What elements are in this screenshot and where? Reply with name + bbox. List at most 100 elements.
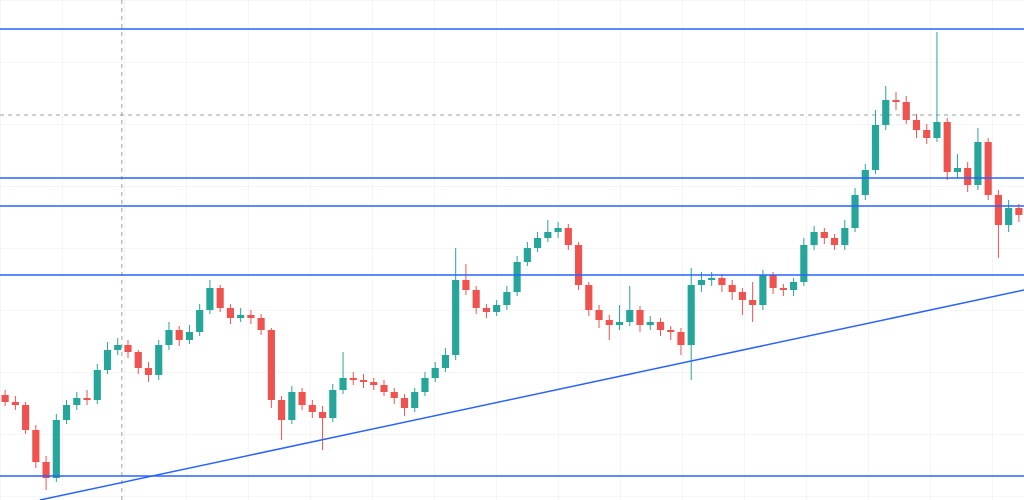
candle-body [472,290,480,308]
candle-body [431,368,439,378]
candle-body [892,100,900,102]
candle-body [779,288,787,290]
candle-body [216,288,224,308]
candle-body [462,280,470,290]
candle-body [1005,208,1013,225]
candle-body [534,238,542,248]
candle-body [912,120,921,130]
candle-body [155,345,163,375]
candle-body [790,282,798,290]
trend-line [39,289,1024,500]
candle-body [605,320,613,325]
candle-body [482,308,490,312]
candle-body [73,398,81,405]
candle-body [339,378,347,390]
candle-body [349,378,357,380]
candle-body [830,238,839,245]
candle-body [206,288,214,310]
candle-body [380,385,388,392]
candle-body [32,430,40,462]
candle-body [687,285,695,345]
candle-body [144,368,153,375]
candle-body [871,125,880,170]
candle-body [759,275,767,305]
candle-body [257,318,265,330]
candle-body [134,352,142,368]
candle-body [933,122,941,138]
candle-body [503,292,511,305]
candle-body [452,280,460,355]
candle-body [83,398,91,400]
candle-body [267,330,275,400]
candle-body [769,275,777,288]
candle-body [697,280,706,285]
candle-body [1015,208,1023,215]
candle-body [851,195,859,228]
candle-body [646,322,654,325]
candle-body [585,285,593,310]
candle-body [165,330,173,345]
candle-body [288,392,296,420]
candle-body [1,395,9,402]
candle-body [400,398,409,408]
candle-body [564,228,572,245]
candle-body [52,420,60,478]
candle-body [902,102,910,120]
candle-body [810,232,818,245]
candle-body [370,382,378,385]
candle-body [441,355,450,368]
candle-body [42,462,50,478]
candle-body [62,405,71,420]
candle-body [974,142,982,185]
candle-body [359,380,368,382]
candle-body [513,262,521,292]
candle-body [237,315,245,318]
candle-body [226,308,234,318]
candle-body [615,322,624,325]
candle-body [994,195,1002,225]
candle-body [185,332,194,340]
candle-body [493,305,501,312]
candle-body [298,392,306,405]
candle-body [964,168,972,185]
candle-body [11,402,19,405]
candle-body [882,100,890,125]
candle-body [124,345,132,352]
candle-body [93,370,101,400]
candle-body [708,278,716,280]
candle-body [595,310,603,320]
candle-body [308,405,316,412]
candle-body [800,245,808,282]
candle-body [953,168,962,172]
candle-body [411,392,419,408]
candle-body [626,310,634,322]
candle-body [103,350,112,370]
candle-body [861,170,869,195]
candle-body [943,122,951,172]
candle-body [820,232,828,238]
candle-body [318,412,327,418]
candle-body [728,285,736,292]
candle-body [656,322,665,330]
candle-body [554,228,562,232]
candle-body [667,330,675,332]
candle-body [636,310,644,325]
candle-body [196,310,204,332]
candle-body [749,300,757,305]
candle-body [718,278,726,285]
candle-body [574,245,583,285]
candle-body [738,292,746,300]
candle-body [22,405,30,430]
candle-body [114,345,122,350]
candle-body [923,130,931,138]
candle-body [677,332,685,345]
candle-body [984,142,992,195]
candle-body [421,378,429,392]
candle-body [278,400,286,420]
candle-body [523,248,531,262]
candle-body [329,390,337,418]
candle-body [544,232,552,238]
candle-body [841,228,849,245]
